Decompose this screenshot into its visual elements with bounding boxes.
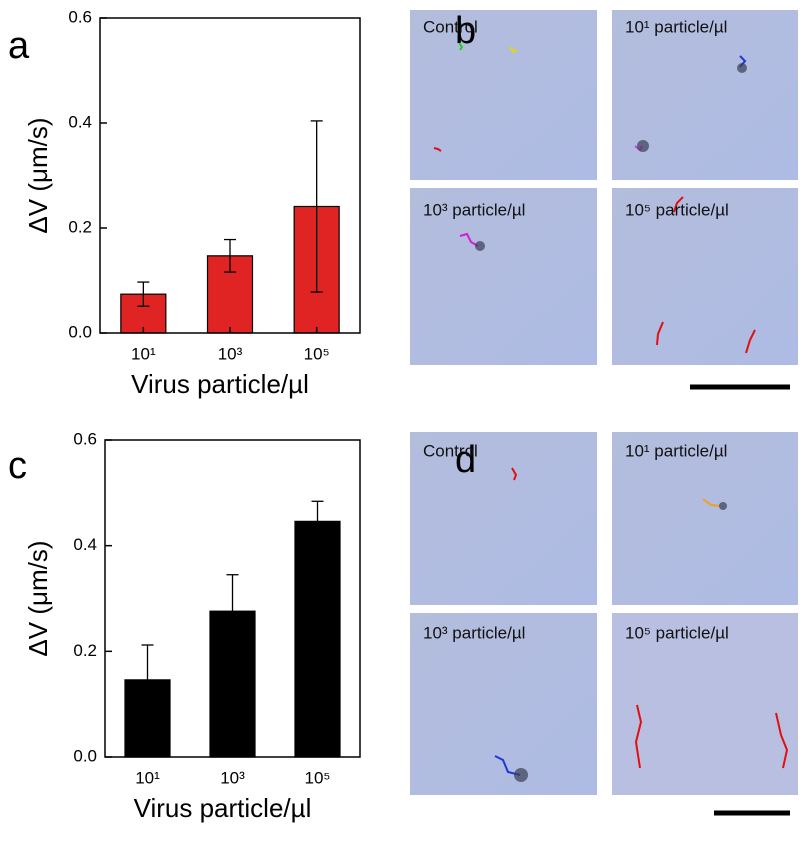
micrograph bbox=[410, 188, 597, 365]
x-tick-label: 10³ bbox=[220, 768, 245, 787]
y-tick-label: 0.6 bbox=[68, 7, 92, 26]
image-label: 10⁵ particle/µl bbox=[625, 200, 729, 219]
panel-label: a bbox=[8, 25, 30, 67]
image-label: 10³ particle/µl bbox=[423, 623, 525, 642]
y-tick-label: 0.4 bbox=[68, 112, 92, 131]
error-bar bbox=[224, 238, 236, 273]
panel-label: b bbox=[455, 10, 476, 52]
x-tick-label: 10³ bbox=[218, 344, 243, 363]
x-tick-label: 10¹ bbox=[135, 768, 160, 787]
x-tick-label: 10⁵ bbox=[304, 344, 330, 363]
error-bar bbox=[137, 281, 150, 307]
x-axis-label: Virus particle/µl bbox=[131, 369, 309, 399]
image-label: 10⁵ particle/µl bbox=[625, 623, 729, 642]
image-label: Control bbox=[423, 441, 478, 460]
micrograph bbox=[410, 10, 597, 180]
micrograph bbox=[612, 432, 798, 605]
image-label: 10¹ particle/µl bbox=[625, 17, 727, 36]
error-bar bbox=[141, 644, 154, 716]
y-axis-label: ΔV (μm/s) bbox=[23, 540, 53, 656]
panel-label: c bbox=[8, 445, 27, 487]
y-tick-label: 0.0 bbox=[73, 746, 97, 765]
y-axis-label: ΔV (μm/s) bbox=[23, 117, 53, 233]
y-tick-label: 0.2 bbox=[73, 641, 97, 660]
x-axis-label: Virus particle/µl bbox=[134, 793, 312, 823]
image-label: Control bbox=[423, 17, 478, 36]
plot-frame bbox=[104, 439, 361, 758]
x-tick-label: 10⁵ bbox=[305, 768, 331, 787]
micrograph bbox=[410, 613, 597, 795]
plot-frame bbox=[99, 17, 361, 334]
micrograph bbox=[612, 613, 798, 795]
particles bbox=[475, 63, 747, 782]
image-label: 10³ particle/µl bbox=[423, 200, 525, 219]
y-tick-label: 0.2 bbox=[68, 217, 92, 236]
micrographs bbox=[410, 10, 798, 816]
micrograph bbox=[612, 188, 798, 365]
panel-label: d bbox=[455, 439, 476, 481]
y-tick-label: 0.0 bbox=[68, 322, 92, 341]
bar bbox=[294, 520, 341, 758]
image-label: 10¹ particle/µl bbox=[625, 441, 727, 460]
x-tick-label: 10¹ bbox=[131, 344, 156, 363]
error-bar bbox=[311, 500, 324, 543]
error-bar bbox=[226, 574, 239, 649]
y-tick-label: 0.6 bbox=[73, 429, 97, 448]
error-bar bbox=[310, 120, 323, 293]
y-tick-label: 0.4 bbox=[73, 535, 97, 554]
micrograph bbox=[410, 432, 597, 605]
